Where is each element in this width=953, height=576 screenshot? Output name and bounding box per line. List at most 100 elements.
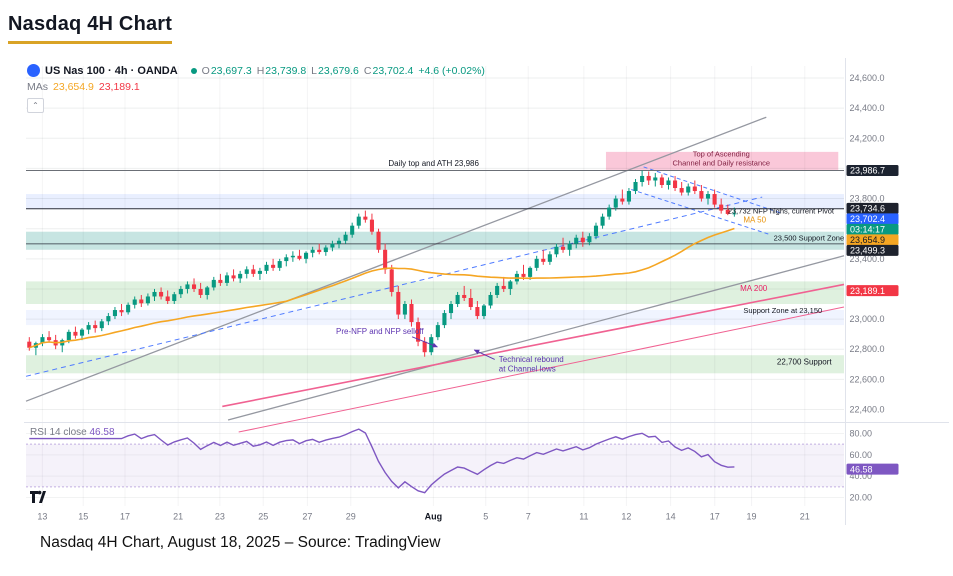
zones-layer bbox=[26, 151, 844, 374]
axis-badge bbox=[846, 202, 899, 214]
ascending-channel-lower bbox=[227, 255, 845, 421]
svg-text:14: 14 bbox=[666, 512, 676, 522]
axis-badge bbox=[846, 463, 899, 475]
axis-badge bbox=[846, 285, 899, 297]
ohlc-close-value: 23,702.4 bbox=[372, 64, 414, 77]
tradingview-logo[interactable] bbox=[29, 488, 47, 511]
svg-text:13: 13 bbox=[37, 512, 47, 522]
ohlc-high-label: H bbox=[256, 64, 265, 77]
svg-text:23,400.0: 23,400.0 bbox=[850, 254, 885, 264]
chart-annotation: MA 200 bbox=[740, 284, 768, 293]
ohlc-high-value: 23,739.8 bbox=[265, 64, 307, 77]
tradingview-logo-icon bbox=[30, 490, 46, 503]
svg-text:25: 25 bbox=[258, 512, 268, 522]
axis-badge-value: 23,986.7 bbox=[850, 166, 885, 176]
svg-text:29: 29 bbox=[346, 512, 356, 522]
ohlc-low: L 23,679.6 bbox=[311, 65, 359, 77]
svg-text:21: 21 bbox=[173, 512, 183, 522]
chart-annotation: Channel and Daily resistance bbox=[673, 159, 771, 168]
instrument-logo-icon bbox=[27, 64, 40, 77]
rsi-indicator-label[interactable]: RSI 14 close 46.58 bbox=[30, 427, 115, 438]
annotations-layer: Daily top and ATH 23,986 Top of Ascending… bbox=[336, 150, 844, 374]
axis-badge bbox=[846, 223, 899, 235]
svg-text:24,200.0: 24,200.0 bbox=[850, 133, 885, 143]
ma-200 bbox=[222, 283, 845, 408]
svg-text:40.00: 40.00 bbox=[850, 471, 873, 481]
svg-text:23,800.0: 23,800.0 bbox=[850, 194, 885, 204]
ohlc-open: O 23,697.3 bbox=[202, 65, 252, 77]
chart-annotation: Technical rebound bbox=[499, 355, 564, 364]
chart-legend: US Nas 100 · 4h · OANDA O 23,697.3 H 23,73… bbox=[27, 63, 485, 113]
page-title: Nasdaq 4H Chart bbox=[8, 12, 173, 44]
svg-text:19: 19 bbox=[747, 512, 757, 522]
ohlc-close: C 23,702.4 bbox=[364, 65, 413, 77]
axis-badge-value: 23,654.9 bbox=[850, 235, 885, 245]
rsi-value: 46.58 bbox=[89, 427, 115, 438]
axis-badge bbox=[846, 164, 899, 176]
ascending-channel-upper bbox=[25, 116, 767, 402]
axis-badge-value: 23,702.4 bbox=[850, 214, 885, 224]
axis-badge-value: 23,499.3 bbox=[850, 246, 885, 256]
axis-badge bbox=[846, 213, 899, 225]
candlestick-series bbox=[27, 170, 737, 357]
falling-channel-lower bbox=[631, 189, 771, 236]
svg-text:11: 11 bbox=[579, 512, 588, 522]
axis-badge-value: 23,734.6 bbox=[850, 204, 885, 214]
falling-channel-upper bbox=[643, 166, 783, 215]
chart-annotation: 22,700 Support bbox=[777, 357, 832, 366]
tradingview-chart-panel: Daily top and ATH 23,986 Top of Ascending… bbox=[24, 58, 949, 528]
ma200-value: 23,189.1 bbox=[98, 80, 140, 93]
mas-label: MAs bbox=[27, 80, 48, 93]
svg-text:15: 15 bbox=[78, 512, 88, 522]
svg-text:7: 7 bbox=[526, 512, 531, 522]
svg-text:27: 27 bbox=[302, 512, 312, 522]
svg-text:12: 12 bbox=[621, 512, 631, 522]
channel-midline bbox=[25, 196, 763, 377]
svg-text:22,600.0: 22,600.0 bbox=[850, 374, 885, 384]
svg-text:5: 5 bbox=[483, 512, 488, 522]
ohlc-close-label: C bbox=[363, 64, 372, 77]
ma-values-row: MAs 23,654.9 23,189.1 bbox=[27, 79, 485, 94]
svg-text:17: 17 bbox=[710, 512, 720, 522]
svg-text:20.00: 20.00 bbox=[850, 492, 873, 502]
change-value: +4.6 (+0.02%) bbox=[418, 64, 485, 77]
chart-annotation: MA 50 bbox=[743, 216, 766, 225]
grid-layer bbox=[24, 58, 949, 525]
svg-text:60.00: 60.00 bbox=[850, 450, 873, 460]
price-chart-canvas[interactable]: Daily top and ATH 23,986 Top of Ascending… bbox=[24, 58, 949, 528]
axis-badge bbox=[846, 234, 899, 246]
chart-annotation: Top of Ascending bbox=[693, 150, 750, 159]
chart-annotation: Daily top and ATH 23,986 bbox=[388, 159, 479, 168]
parallel-support bbox=[238, 306, 845, 433]
ohlc-low-label: L bbox=[311, 64, 318, 77]
collapse-indicators-button[interactable]: ⌃ bbox=[27, 98, 44, 113]
market-status-icon bbox=[190, 67, 197, 74]
svg-text:23,000.0: 23,000.0 bbox=[850, 314, 885, 324]
chart-annotation: Support Zone at 23,150 bbox=[743, 306, 822, 315]
axis-badge bbox=[846, 244, 899, 256]
axis-badges-layer: 23,986.7 23,734.623,702.403:14:1723,654.9… bbox=[846, 164, 899, 475]
rsi-pane bbox=[26, 428, 844, 494]
svg-text:22,800.0: 22,800.0 bbox=[850, 344, 885, 354]
ma50-value: 23,654.9 bbox=[53, 80, 94, 93]
ohlc-open-value: 23,697.3 bbox=[210, 64, 252, 77]
chart-annotation: 23,732 NFP highs, current Pivot bbox=[728, 207, 835, 216]
svg-text:Aug: Aug bbox=[425, 512, 443, 522]
article-page: Nasdaq 4H Chart Daily top and ATH 23,986… bbox=[8, 12, 949, 551]
horizontal-lines-layer bbox=[26, 170, 844, 245]
svg-text:80.00: 80.00 bbox=[850, 429, 873, 439]
chart-annotation: 23,500 Support Zone bbox=[774, 234, 844, 243]
ma50-line bbox=[29, 227, 735, 349]
svg-text:24,600.0: 24,600.0 bbox=[850, 73, 885, 83]
symbol-title[interactable]: US Nas 100 · 4h · OANDA bbox=[45, 64, 178, 77]
ohlc-high: H 23,739.8 bbox=[257, 65, 306, 77]
ohlc-low-value: 23,679.6 bbox=[318, 64, 359, 77]
chevron-up-icon: ⌃ bbox=[32, 101, 39, 110]
svg-text:17: 17 bbox=[120, 512, 130, 522]
svg-text:22,400.0: 22,400.0 bbox=[850, 404, 885, 414]
trendlines-layer bbox=[25, 116, 845, 433]
svg-text:21: 21 bbox=[800, 512, 810, 522]
symbol-row: US Nas 100 · 4h · OANDA O 23,697.3 H 23,73… bbox=[27, 63, 485, 78]
axis-badge-value: 23,189.1 bbox=[850, 286, 885, 296]
rsi-label-text: RSI 14 close bbox=[30, 427, 87, 438]
